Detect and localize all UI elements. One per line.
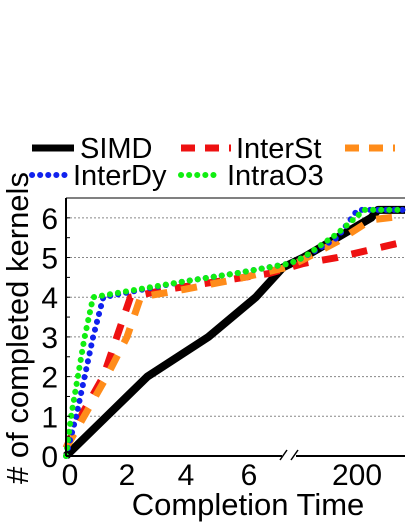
legend: SIMD InterSt InterDy IntraO3 bbox=[29, 133, 395, 192]
legend-label-1: InterSt bbox=[236, 133, 321, 165]
legend-label-3: InterDy bbox=[73, 160, 167, 192]
x-axis-label: Completion Time bbox=[132, 487, 365, 522]
axis-break-mark-left bbox=[279, 449, 288, 461]
y-tick-label-6: 6 bbox=[41, 203, 58, 236]
x-tick-label-0: 0 bbox=[62, 459, 79, 492]
series-line-4 bbox=[63, 206, 407, 459]
x-tick-label-1: 2 bbox=[119, 459, 136, 492]
axes bbox=[65, 197, 405, 464]
y-tick-label-0: 0 bbox=[41, 441, 58, 474]
x-tick-label-4: 200 bbox=[332, 459, 382, 492]
legend-label-0: SIMD bbox=[80, 133, 153, 165]
y-tick-label-1: 1 bbox=[41, 401, 58, 434]
x-tick-label-2: 4 bbox=[178, 459, 195, 492]
legend-label-4: IntraO3 bbox=[227, 160, 324, 192]
y-tick-label-3: 3 bbox=[41, 322, 58, 355]
y-axis-label: # of completed kernels bbox=[0, 172, 35, 484]
x-tick-label-3: 6 bbox=[241, 459, 258, 492]
y-tick-label-5: 5 bbox=[41, 243, 58, 276]
axis-break-mark-right bbox=[290, 449, 299, 461]
plot-series bbox=[62, 205, 407, 459]
series-line-2 bbox=[62, 212, 406, 450]
y-tick-label-2: 2 bbox=[41, 362, 58, 395]
grid-lines bbox=[66, 217, 405, 417]
y-tick-label-4: 4 bbox=[41, 282, 58, 315]
